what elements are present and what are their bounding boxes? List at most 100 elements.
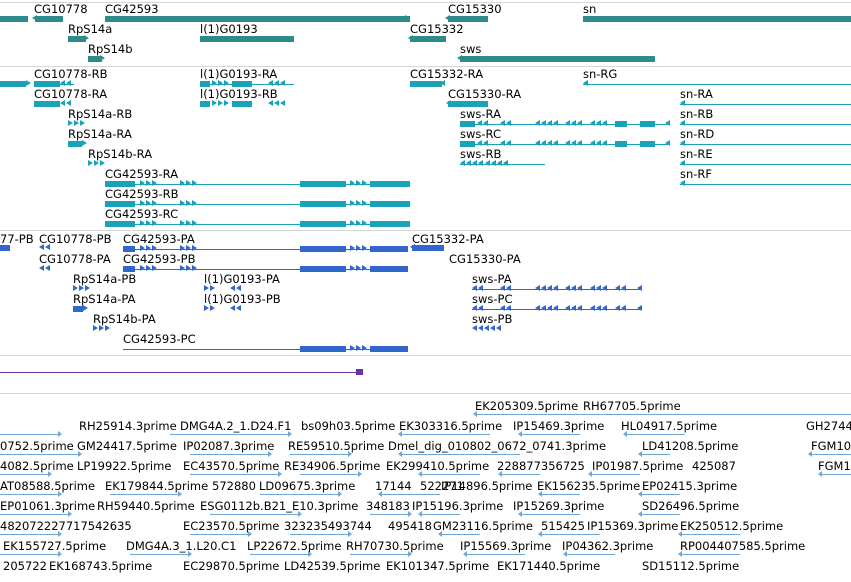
protein-label[interactable]: RpS14a-PB (73, 272, 137, 286)
protein-exon[interactable] (412, 245, 444, 251)
est-label[interactable]: DMG4A.3_1.L20.C1 (126, 539, 237, 553)
protein-label[interactable]: sws-PB (472, 312, 513, 326)
transcript-label[interactable]: l(1)G0193-RB (200, 87, 278, 101)
est-label[interactable]: ESG0112b.B21_E10.3prime (200, 499, 359, 513)
protein-label[interactable]: 77-PB (0, 232, 34, 246)
transcript-exon[interactable] (640, 121, 655, 127)
gene-label[interactable]: CG10778 (34, 2, 88, 16)
est-label[interactable]: EP01061.3prime (0, 499, 96, 513)
est-label[interactable]: 205722 (3, 559, 47, 573)
transcript-label[interactable]: RpS14a-RB (68, 107, 133, 121)
transcript-label[interactable]: l(1)G0193-RA (200, 67, 278, 81)
est-label[interactable]: 515425 (541, 519, 585, 533)
est-label[interactable]: LP22672.5prime (247, 539, 342, 553)
est-label[interactable]: 522271 (420, 479, 464, 493)
protein-label[interactable]: RpS14b-PA (93, 312, 156, 326)
protein-label[interactable]: CG42593-PC (123, 332, 196, 346)
est-label[interactable]: AT08588.5prime (0, 479, 96, 493)
est-label[interactable]: EK155727.5prime (3, 539, 107, 553)
gene-bar[interactable] (200, 36, 294, 42)
est-label[interactable]: IP15196.3prime (412, 499, 504, 513)
est-label[interactable]: EK205309.5prime (475, 399, 579, 413)
est-label[interactable]: EC29870.5prime (183, 559, 280, 573)
est-label[interactable]: IP15369.3prime (587, 519, 679, 533)
transcript-exon[interactable] (370, 201, 410, 207)
transcript-label[interactable]: CG42593-RB (105, 187, 179, 201)
transcript-label[interactable]: sn-RE (680, 147, 713, 161)
est-label[interactable]: IP14896.5prime (441, 479, 533, 493)
est-label[interactable]: FGM10 (818, 459, 851, 473)
transcript-exon[interactable] (615, 121, 627, 127)
gene-bar[interactable] (410, 36, 446, 42)
est-label[interactable]: GH2744 (806, 419, 851, 433)
transcript-exon[interactable] (640, 141, 655, 147)
transcript-label[interactable]: sn-RA (680, 87, 713, 101)
transcript-exon[interactable] (615, 141, 627, 147)
gene-bar[interactable] (0, 16, 28, 22)
transcript-exon[interactable] (300, 221, 346, 227)
variant-marker[interactable] (356, 369, 363, 375)
est-label[interactable]: FGM10 (811, 439, 851, 453)
protein-exon[interactable] (300, 346, 346, 352)
est-label[interactable]: 17144 (375, 479, 412, 493)
gene-bar[interactable] (68, 36, 86, 42)
est-label[interactable]: LD42539.5prime (284, 559, 381, 573)
est-label[interactable]: RH67705.5prime (583, 399, 681, 413)
est-label[interactable]: HL04917.5prime (621, 419, 718, 433)
est-label[interactable]: EK179844.5prime (105, 479, 209, 493)
transcript-label[interactable]: RpS14a-RA (68, 127, 132, 141)
protein-exon[interactable] (370, 246, 408, 252)
gene-label[interactable]: RpS14a (68, 22, 113, 36)
transcript-label[interactable]: sn-RB (680, 107, 714, 121)
est-label[interactable]: EK303316.5prime (399, 419, 503, 433)
protein-exon[interactable] (370, 266, 408, 272)
protein-exon[interactable] (73, 306, 83, 312)
protein-exon[interactable] (0, 245, 10, 251)
transcript-label[interactable]: CG15332-RA (410, 67, 484, 81)
gene-label[interactable]: sn (583, 2, 597, 16)
est-label[interactable]: RH59440.5prime (97, 499, 195, 513)
transcript-label[interactable]: CG15330-RA (448, 87, 522, 101)
gene-bar[interactable] (105, 16, 410, 22)
est-label[interactable]: 348183 (366, 499, 410, 513)
est-label[interactable]: SD26496.5prime (642, 499, 740, 513)
est-label[interactable]: IP15569.3prime (460, 539, 552, 553)
gene-bar[interactable] (583, 16, 851, 22)
gene-label[interactable]: sws (460, 42, 482, 56)
est-label[interactable]: bs09h03.5prime (301, 419, 396, 433)
est-label[interactable]: RE59510.5prime (288, 439, 385, 453)
protein-label[interactable]: CG10778-PB (39, 232, 112, 246)
transcript-label[interactable]: CG42593-RC (105, 207, 179, 221)
est-label[interactable]: 4082.5prime (0, 459, 74, 473)
protein-exon[interactable] (300, 246, 346, 252)
gene-label[interactable]: CG15332 (410, 22, 464, 36)
est-label[interactable]: EK156235.5prime (537, 479, 641, 493)
transcript-exon[interactable] (300, 181, 346, 187)
est-label[interactable]: SD15112.5prime (642, 559, 740, 573)
transcript-exon[interactable] (370, 221, 410, 227)
protein-label[interactable]: l(1)G0193-PB (204, 292, 281, 306)
est-label[interactable]: 572880 (212, 479, 256, 493)
transcript-exon[interactable] (232, 101, 252, 107)
est-label[interactable]: 425087 (692, 459, 736, 473)
protein-exon[interactable] (370, 346, 408, 352)
transcript-exon[interactable] (410, 81, 442, 87)
transcript-label[interactable]: sws-RB (460, 147, 502, 161)
est-label[interactable]: EK250512.5prime (680, 519, 784, 533)
est-label[interactable]: Dmel_dig_010802_0672_0741.3prime (388, 439, 607, 453)
transcript-label[interactable]: CG10778-RA (34, 87, 108, 101)
gene-label[interactable]: RpS14b (88, 42, 133, 56)
gene-label[interactable]: CG15330 (448, 2, 502, 16)
gene-label[interactable]: l(1)G0193 (200, 22, 258, 36)
est-label[interactable]: EP02415.3prime (642, 479, 738, 493)
transcript-exon[interactable] (448, 101, 488, 107)
transcript-label[interactable]: CG42593-RA (105, 167, 179, 181)
transcript-exon[interactable] (34, 101, 60, 107)
transcript-label[interactable]: sws-RC (460, 127, 501, 141)
est-label[interactable]: 323235493744 (284, 519, 372, 533)
protein-label[interactable]: CG42593-PB (123, 252, 196, 266)
transcript-label[interactable]: sws-RA (460, 107, 501, 121)
est-label[interactable]: EK168743.5prime (49, 559, 153, 573)
est-label[interactable]: RH70730.5prime (346, 539, 444, 553)
est-label[interactable]: RP004407585.5prime (680, 539, 806, 553)
